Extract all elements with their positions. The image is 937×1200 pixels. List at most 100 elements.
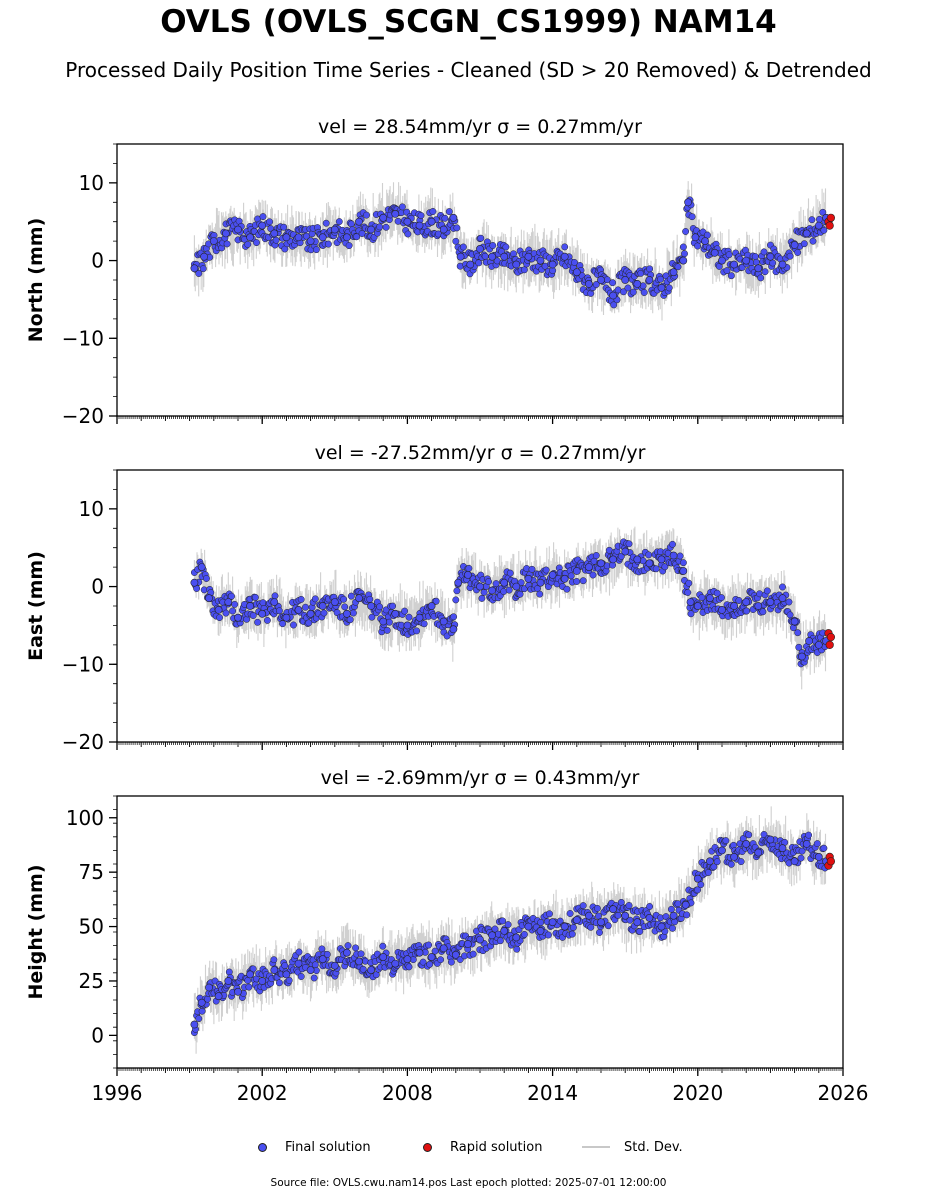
final-point-north [691,233,700,242]
daily-point-north [624,284,632,292]
daily-point-north [640,289,648,296]
final-point-north [679,256,688,265]
daily-point-east [685,579,693,587]
daily-point-north [417,212,425,219]
final-point-east [814,641,823,649]
daily-point-north [459,243,467,251]
rapid-point-height [826,857,836,866]
rapid-point-north [826,213,836,222]
final-point-north [710,248,719,257]
final-point-height [234,987,242,996]
final-point-north [342,233,351,242]
daily-point-height [737,858,745,866]
daily-point-east [385,618,393,626]
y-tick-label: −10 [62,326,104,350]
daily-point-height [270,956,278,964]
final-point-north [718,256,726,265]
final-point-east [439,617,448,626]
final-point-north [403,217,412,226]
final-point-height [342,948,351,957]
daily-point-height [311,961,319,969]
daily-point-east [679,559,687,567]
daily-point-east [567,572,575,580]
daily-point-east [661,563,669,571]
daily-point-north [244,240,252,248]
final-point-height [706,857,714,866]
daily-point-east [453,587,461,595]
daily-point-north [808,216,816,224]
daily-point-north [429,208,437,215]
final-point-east [234,613,242,622]
daily-point-north [502,243,510,251]
daily-point-height [813,840,821,848]
legend-stddev-line [582,1146,610,1148]
daily-point-east [376,603,384,611]
daily-point-east [405,613,413,621]
daily-point-north [761,268,769,276]
final-point-north [476,244,484,253]
daily-point-height [697,881,705,889]
y-tick-label: 0 [91,1023,104,1047]
daily-point-north [477,234,485,242]
final-point-east [597,559,605,568]
daily-point-north [694,242,702,250]
final-point-north [585,279,593,288]
daily-point-height [820,844,828,852]
final-point-height [645,914,654,922]
final-point-height [415,948,424,957]
daily-point-east [785,598,793,606]
y-tick-label: 75 [79,860,104,884]
final-point-height [197,998,206,1007]
final-point-height [403,955,412,964]
daily-point-height [357,950,365,958]
daily-point-east [389,602,397,610]
final-point-height [476,935,484,944]
final-point-east [633,555,642,564]
daily-point-height [626,916,634,924]
daily-point-height [310,974,318,982]
daily-point-height [566,910,574,917]
final-point-north [449,213,458,222]
daily-point-north [820,226,828,234]
daily-point-height [579,902,587,910]
final-point-height [463,940,472,948]
final-point-north [379,213,388,222]
final-point-north [548,260,557,269]
daily-point-north [609,279,617,287]
rapid-point-north [825,221,834,230]
final-point-height [282,970,291,979]
daily-point-north [199,265,207,273]
daily-point-north [571,259,578,266]
daily-point-east [340,595,348,603]
daily-point-north [452,237,460,245]
daily-point-east [713,589,721,597]
final-point-north [572,268,581,277]
final-point-north [778,260,787,269]
daily-point-east [684,589,692,596]
daily-point-north [345,242,353,250]
x-tick-label: 1996 [92,1081,143,1105]
daily-point-north [725,251,733,259]
y-tick-label: 0 [91,249,104,273]
panel-title-east: vel = -27.52mm/yr σ = 0.27mm/yr [315,442,646,464]
daily-point-north [681,250,688,258]
daily-point-north [674,263,682,271]
final-point-east [246,602,254,610]
daily-point-east [625,540,633,548]
daily-point-height [683,911,691,919]
daily-point-east [579,577,587,585]
y-axis-label-east: East (mm) [25,551,47,661]
daily-point-north [280,223,288,231]
daily-point-east [450,613,458,621]
daily-point-north [561,243,569,251]
figure-title: OVLS (OVLS_SCGN_CS1999) NAM14 [160,4,777,40]
daily-point-east [271,592,279,600]
daily-point-height [425,941,433,949]
daily-point-north [679,243,687,251]
daily-point-height [419,958,427,966]
daily-point-north [688,213,696,221]
final-point-height [621,911,630,920]
y-minor-ticks-height [113,795,117,1069]
daily-point-height [437,956,445,964]
daily-point-height [295,948,303,956]
